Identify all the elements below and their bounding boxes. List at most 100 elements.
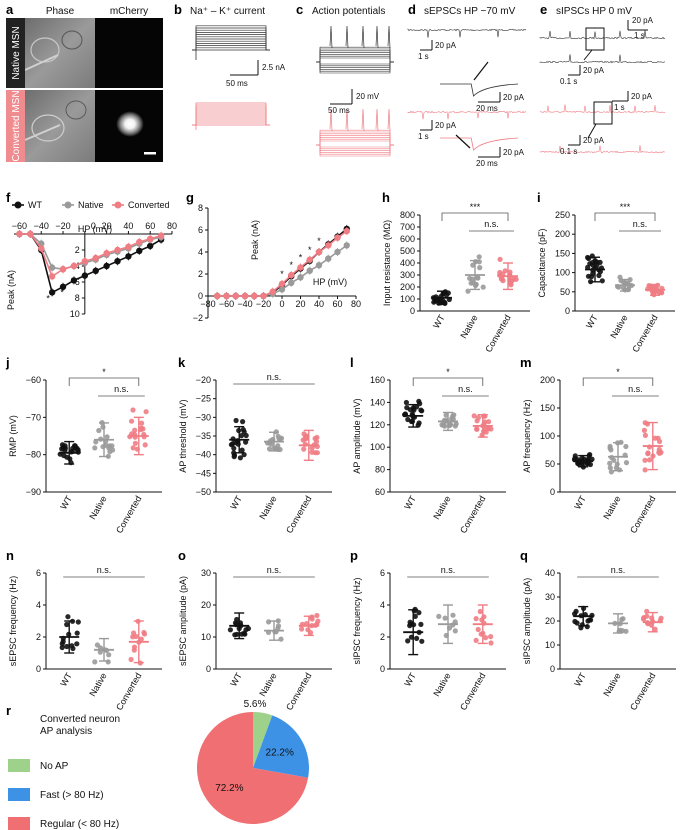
data-point-converted [136,238,143,246]
y-axis-label: RMP (mV) [8,415,18,457]
data-point-converted [131,647,137,653]
x-category-label: Converted [114,671,143,712]
panel-e-scale-y2: 20 pA [583,66,605,75]
y-axis-label: sIPSC frequency (Hz) [352,577,362,664]
data-point-wt [419,408,425,414]
data-point-converted [656,446,662,453]
y-tick-label: 8 [198,203,203,213]
data-point-native [96,427,102,434]
y-axis-label: Capacitance (pF) [537,228,547,297]
data-point-native [315,262,323,269]
panel-d-scale-x2: 20 ms [476,104,498,113]
y-tick-label: 20 [545,616,555,626]
legend-swatch-1 [8,788,30,801]
y-tick-label: 200 [540,375,555,385]
panel-letter-o: o [178,548,186,563]
x-category-label: WT [402,494,418,512]
chart-m-ap-frequency: 0 50 100 150 200 AP frequency (Hz) WT Native Con… [522,367,676,535]
x-category-label: WT [572,671,588,689]
panel-e-scale-y1: 20 pA [632,16,654,25]
micrograph-native-mcherry [95,18,163,88]
data-point-native [627,277,633,283]
data-point-native [436,613,442,620]
x-category-label: WT [58,671,74,689]
data-point-native [268,441,275,447]
data-point-converted [125,243,132,250]
panel-c-scale-bar [330,89,353,105]
x-tick-label: 40 [123,221,133,231]
panel-letter-a: a [6,2,14,17]
data-point-converted [297,264,304,271]
data-point-wt [243,439,249,445]
panel-letter-h: h [382,190,390,205]
y-tick-label: 4 [36,600,41,610]
y-tick-label: 2 [36,632,41,642]
significance-bracket [68,377,140,386]
data-point-native [288,279,295,286]
data-point-converted [309,445,315,451]
data-point-wt [589,260,596,266]
y-tick-label: 50 [560,287,570,297]
panel-d-scale-y3: 20 pA [435,121,457,130]
y-tick-label: 0 [198,291,203,301]
data-point-wt [405,638,411,644]
x-category-label: Native [601,494,622,521]
panel-c-scale-x: 50 ms [328,106,350,115]
data-point-native [325,255,332,262]
x-tick-label: 40 [314,299,324,309]
x-category-label: Converted [284,671,313,712]
data-point-converted [147,235,154,242]
panel-e-title: sIPSCs HP 0 mV [556,6,632,17]
panel-letter-j: j [5,355,10,370]
data-point-converted [143,409,149,415]
data-point-wt [586,255,592,262]
ap-sweep [316,61,394,74]
data-point-converted [16,230,23,238]
phase-column-label: Phase [46,6,75,17]
y-tick-label: 80 [375,465,385,475]
data-point-native [617,627,623,633]
y-tick-label: 2 [198,269,203,279]
pie-slice-1 [253,715,309,778]
x-category-label: Native [87,494,108,521]
data-point-native [334,248,341,256]
x-category-label: WT [58,494,74,512]
y-tick-label: 500 [400,246,415,256]
data-point-wt [59,644,65,651]
data-point-wt [588,274,595,280]
data-point-converted [269,288,276,295]
data-point-converted [652,626,658,632]
significance-label: n.s. [97,565,112,575]
data-point-native [275,443,281,449]
ap-converted-spike [387,108,391,132]
y-tick-label: 250 [555,210,570,220]
data-point-converted [306,256,313,263]
panel-letter-n: n [6,548,14,563]
chart-n-sepsc-frequency: 0 2 4 6 sEPSC frequency (Hz) WT Native Converte… [8,565,162,712]
data-point-converted [642,420,648,426]
panel-letter-i: i [537,190,541,205]
legend-label-wt: WT [28,200,42,210]
panel-letter-f: f [6,190,11,205]
y-tick-label: 100 [400,294,415,304]
panel-d-scale-x1: 1 s [418,52,429,61]
data-point-wt [227,627,233,633]
significance-star: * [308,245,312,255]
sipsc-zoom-trace-converted [539,145,666,154]
y-tick-label: 700 [400,222,415,232]
chart-j-rmp: −90 −80 −70 −60 RMP (mV) WT Native Converted * n.… [8,367,162,535]
y-tick-label: −50 [196,487,211,497]
data-point-wt [584,624,590,630]
y-tick-label: 0 [550,664,555,674]
y-tick-label: 6 [75,277,80,287]
data-point-converted [114,246,121,254]
data-point-wt [587,452,593,458]
y-tick-label: 30 [201,568,211,578]
data-point-converted [513,276,519,282]
panel-d-scale-y2: 20 pA [503,93,525,102]
data-point-converted [471,413,477,419]
data-point-wt [62,445,68,451]
data-point-converted [70,262,78,270]
data-point-wt [61,452,67,459]
data-point-converted [59,266,67,273]
